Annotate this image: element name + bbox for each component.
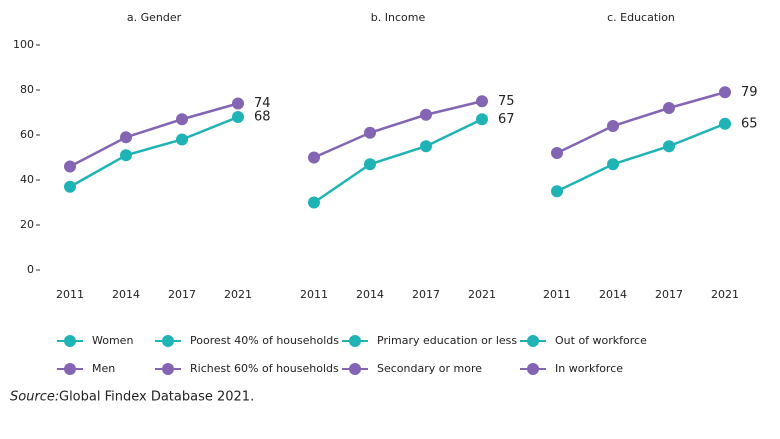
point [607, 158, 619, 171]
legend-marker [349, 363, 361, 375]
legend-label: In workforce [555, 362, 623, 375]
x-tick-label: 2021 [224, 288, 252, 301]
series-line [556, 91, 726, 155]
point [476, 95, 488, 108]
series-line [556, 122, 726, 193]
point [364, 126, 376, 139]
legend-label: Out of workforce [555, 334, 647, 347]
legend-label: Women [92, 334, 133, 347]
panel-title: b. Income [371, 11, 426, 24]
point [420, 140, 432, 153]
point [364, 158, 376, 171]
y-tick-label: 0 [27, 263, 34, 276]
legend-label: Secondary or more [377, 362, 482, 375]
point [120, 149, 132, 162]
legend-marker [527, 335, 539, 347]
value-label: 68 [254, 110, 271, 125]
point [176, 133, 188, 146]
series-line [313, 100, 483, 159]
x-tick-label: 2017 [168, 288, 196, 301]
point [551, 185, 563, 198]
y-tick-label: 40 [20, 173, 34, 186]
x-tick-label: 2014 [356, 288, 384, 301]
x-tick-label: 2017 [412, 288, 440, 301]
legend-label: Primary education or less [377, 334, 517, 347]
point [663, 140, 675, 153]
point [420, 108, 432, 121]
source: Global Findex Database 2021. [59, 390, 254, 405]
legend-marker [64, 363, 76, 375]
value-label: 65 [741, 116, 758, 131]
y-tick-label: 60 [20, 128, 34, 141]
legend-label: Men [92, 362, 115, 375]
panel-title: c. Education [607, 11, 675, 24]
point [719, 117, 731, 130]
x-tick-label: 2011 [300, 288, 328, 301]
legend-marker [349, 335, 361, 347]
point [120, 131, 132, 144]
point [476, 113, 488, 126]
x-tick-label: 2014 [112, 288, 140, 301]
point [607, 120, 619, 132]
value-label: 79 [741, 85, 758, 100]
y-tick-label: 20 [20, 218, 34, 231]
series-line [69, 115, 239, 188]
point [64, 160, 76, 173]
legend-label: Poorest 40% of households [190, 334, 339, 347]
legend-marker [162, 335, 174, 347]
value-label: 75 [498, 94, 515, 109]
series-line [313, 118, 483, 204]
series-line [69, 102, 239, 168]
point [308, 151, 320, 164]
legend-marker [162, 363, 174, 375]
source-label: Source: [10, 390, 59, 405]
point [719, 86, 731, 99]
x-tick-label: 2011 [56, 288, 84, 301]
point [232, 97, 244, 110]
point [232, 111, 244, 123]
legend-marker [64, 335, 76, 347]
point [308, 196, 320, 209]
panel-title: a. Gender [127, 11, 182, 24]
point [176, 113, 188, 126]
x-tick-label: 2011 [543, 288, 571, 301]
y-tick-label: 80 [20, 83, 34, 96]
x-tick-label: 2017 [655, 288, 683, 301]
point [64, 180, 76, 193]
value-label: 74 [254, 96, 271, 111]
legend-label: Richest 60% of households [190, 362, 339, 375]
point [663, 102, 675, 114]
x-tick-label: 2021 [711, 288, 739, 301]
y-tick-label: 100 [13, 38, 34, 51]
value-label: 67 [498, 112, 515, 127]
point [551, 147, 563, 159]
x-tick-label: 2014 [599, 288, 627, 301]
x-tick-label: 2021 [468, 288, 496, 301]
legend-marker [527, 363, 539, 375]
